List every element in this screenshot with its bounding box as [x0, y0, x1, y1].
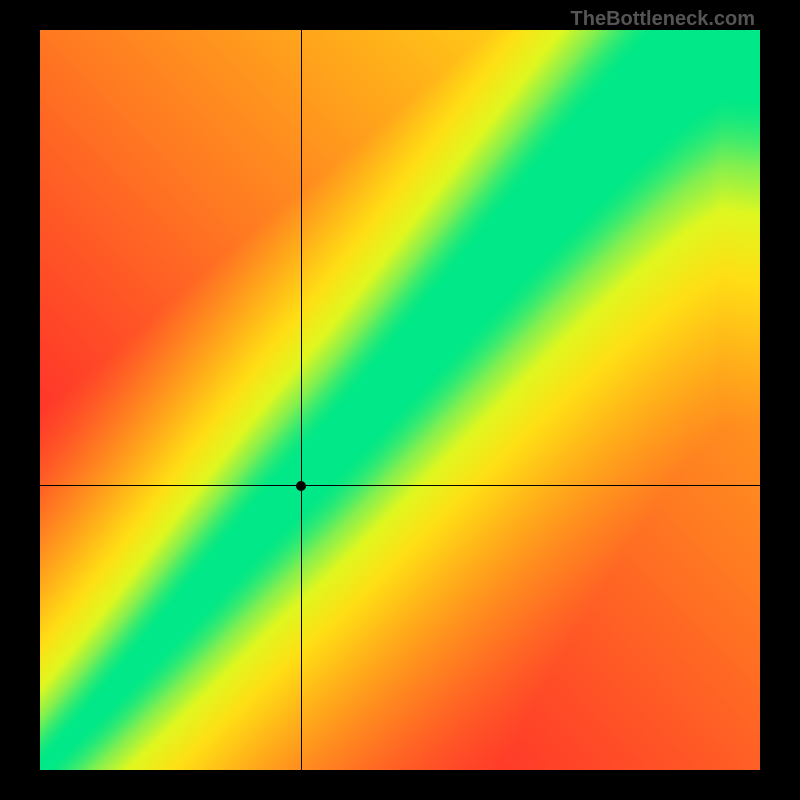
heatmap-plot — [40, 30, 760, 770]
watermark-text: TheBottleneck.com — [571, 8, 755, 31]
heatmap-canvas — [40, 30, 760, 770]
crosshair-vertical — [301, 30, 302, 770]
crosshair-horizontal — [40, 485, 760, 486]
marker-point — [296, 481, 306, 491]
